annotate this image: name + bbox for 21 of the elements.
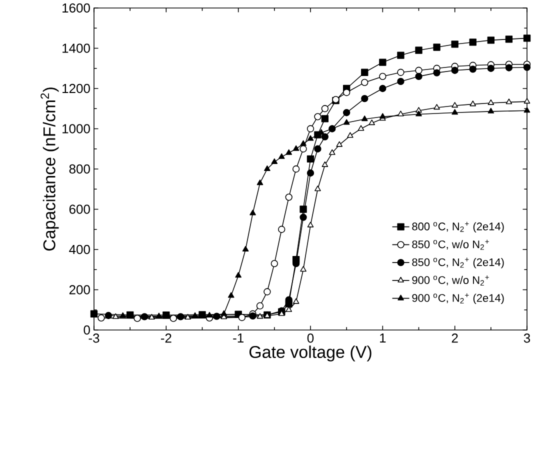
y-tick-label: 1200 (62, 84, 90, 94)
x-tick-label: -3 (88, 334, 100, 343)
legend-label: 850 $^{o}$C, N$_{2}$$^{+}$ (2e14) (412, 258, 504, 268)
x-tick-label: -1 (233, 334, 244, 342)
y-tick-label: 600 (69, 204, 90, 214)
y-tick-label: 1000 (62, 124, 90, 134)
y-tick-label: 1600 (62, 3, 90, 13)
y-tick-label: 800 (69, 164, 90, 174)
x-axis-title: Gate voltage (V) (249, 346, 372, 362)
legend-label: 900 $^{o}$C, N$_{2}$$^{+}$ (2e14) (412, 293, 504, 304)
x-tick-label: 0 (307, 334, 314, 343)
x-tick-label: 3 (524, 334, 530, 343)
y-tick-label: 200 (69, 285, 90, 294)
legend-label: 800 $^{o}$C, N$_{2}$$^{+}$ (2e14) (412, 222, 504, 233)
y-tick-label: 400 (69, 244, 90, 254)
x-tick-label: 1 (380, 334, 386, 342)
x-tick-label: -2 (160, 334, 172, 343)
x-tick-label: 2 (452, 334, 458, 343)
y-tick-label: 1400 (62, 44, 90, 53)
y-axis-title: Capacitance (nF/cm$^{2}$) (40, 88, 59, 251)
y-tick-label: 0 (84, 325, 90, 335)
